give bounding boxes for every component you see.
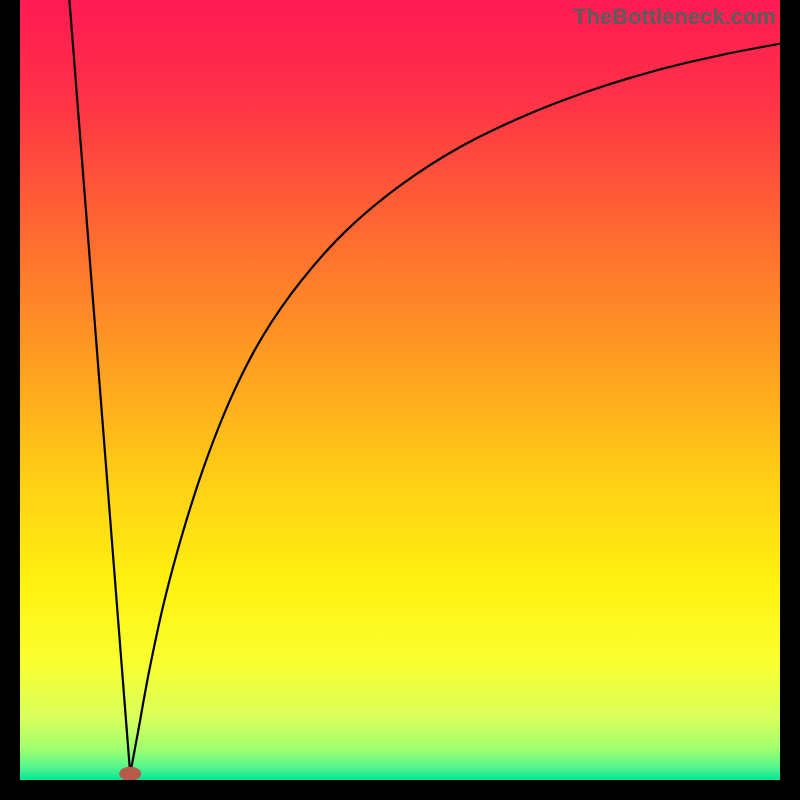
- chart-container: TheBottleneck.com: [0, 0, 800, 800]
- gradient-background: [20, 0, 780, 780]
- watermark-text: TheBottleneck.com: [573, 4, 776, 30]
- chart-svg: [20, 0, 780, 780]
- plot-area: [20, 0, 780, 780]
